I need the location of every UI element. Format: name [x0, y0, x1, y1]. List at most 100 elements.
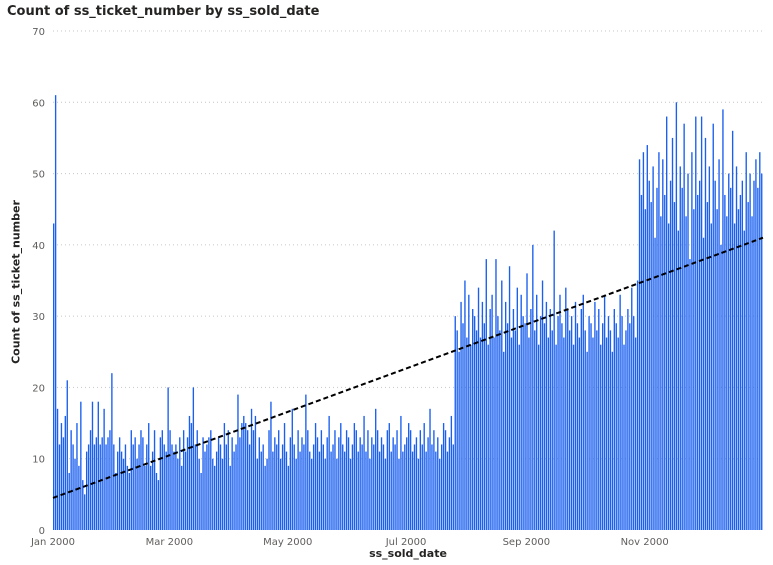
bar [470, 344, 472, 530]
bar [683, 123, 685, 531]
bar [530, 309, 532, 530]
bar [200, 472, 202, 530]
y-tick-label: 60 [32, 98, 45, 109]
bar [246, 430, 249, 530]
bar [510, 337, 513, 530]
bar [594, 301, 596, 530]
bar [691, 152, 693, 530]
bar [565, 287, 567, 530]
bar [408, 423, 410, 530]
bar [417, 458, 420, 530]
bar [638, 159, 641, 530]
bar [328, 415, 330, 530]
bar [698, 180, 701, 530]
bar [687, 173, 689, 530]
bar [223, 423, 226, 530]
bar [373, 444, 375, 530]
bar [433, 430, 435, 530]
bar [404, 444, 406, 530]
bar [252, 430, 255, 530]
bar [600, 344, 602, 530]
bar [287, 465, 290, 530]
bar [227, 430, 229, 530]
bar [751, 216, 753, 530]
bar [151, 451, 154, 530]
bar [212, 458, 214, 530]
bar [526, 273, 528, 530]
bar [658, 152, 660, 530]
bar [400, 415, 402, 530]
bar [398, 458, 400, 530]
bar [541, 280, 544, 530]
bar [413, 444, 416, 530]
bar [522, 316, 524, 530]
bar [190, 423, 193, 530]
bar [320, 430, 323, 530]
bar [146, 444, 148, 530]
bar [718, 159, 720, 530]
bar [700, 116, 703, 530]
bar [617, 337, 619, 530]
bar [431, 444, 433, 530]
bar [704, 137, 707, 530]
bar [276, 444, 278, 530]
bar [64, 415, 66, 530]
bar [423, 423, 425, 530]
bar [138, 444, 140, 530]
bar [495, 259, 497, 530]
bar [245, 423, 247, 530]
bar [58, 444, 61, 530]
bar [349, 458, 352, 530]
bar [601, 323, 604, 530]
bar [664, 194, 666, 530]
bar [468, 294, 470, 530]
bar [477, 287, 480, 530]
bar [636, 280, 639, 530]
bar [62, 437, 65, 530]
bar [122, 458, 125, 530]
bar [293, 444, 295, 530]
bar [578, 337, 581, 530]
bar [378, 451, 381, 530]
bar [549, 309, 551, 530]
bar [681, 187, 683, 530]
bar [442, 423, 445, 530]
bar [270, 401, 272, 530]
bar [332, 444, 334, 530]
bar [390, 451, 392, 530]
bar [396, 430, 398, 530]
bar [646, 145, 648, 530]
bar [260, 451, 262, 530]
bar [427, 437, 429, 530]
bar [615, 323, 617, 530]
bar [425, 451, 427, 530]
bar [206, 444, 208, 530]
bar [553, 230, 555, 530]
bar [714, 180, 716, 530]
bar [446, 451, 449, 530]
bar [656, 187, 658, 530]
bar [182, 430, 185, 530]
bar [68, 472, 70, 530]
x-axis-title: ss_sold_date [369, 547, 447, 560]
bar [289, 437, 292, 530]
bar [204, 451, 206, 530]
bar [584, 330, 586, 530]
bar [429, 408, 431, 530]
bar [134, 437, 136, 530]
bar [171, 444, 173, 530]
bar [258, 437, 260, 530]
bar [536, 294, 538, 530]
bar [580, 309, 583, 530]
bar [557, 316, 559, 530]
bar [518, 344, 520, 530]
y-tick-label: 10 [32, 455, 45, 466]
bar [543, 323, 546, 530]
bar [497, 316, 499, 530]
bar [264, 465, 266, 530]
bar [592, 337, 594, 530]
bar [148, 423, 150, 530]
bar [450, 415, 453, 530]
bar [493, 337, 495, 530]
bar [285, 451, 288, 530]
